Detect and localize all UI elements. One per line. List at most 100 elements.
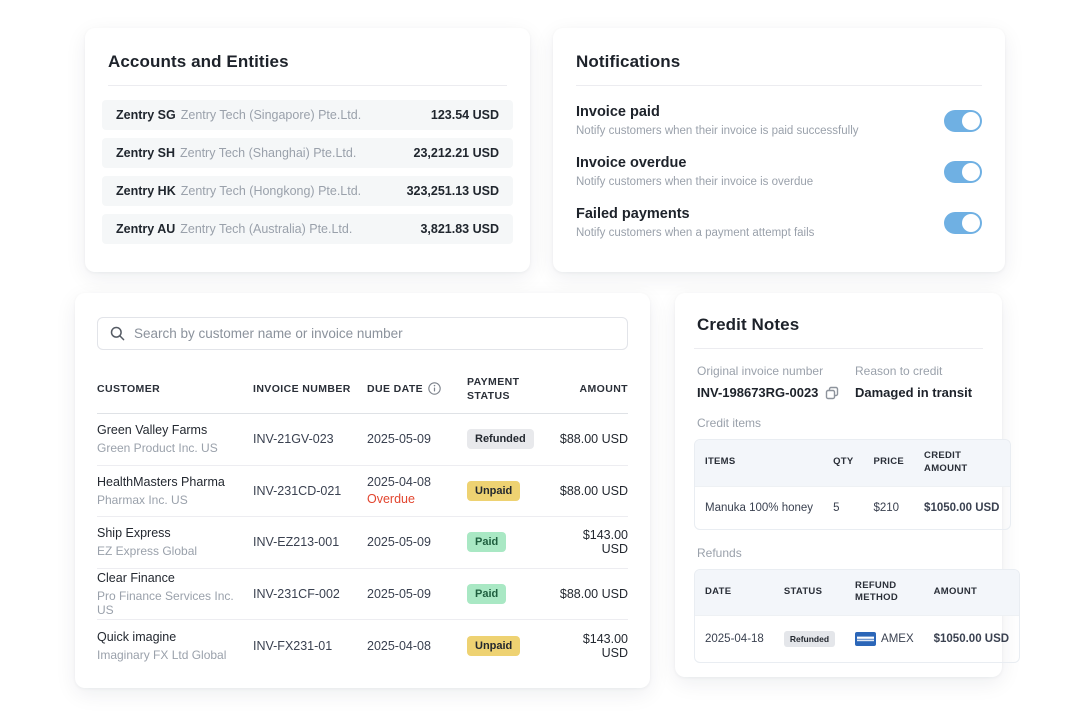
customer-name: Green Valley Farms	[97, 423, 208, 438]
column-price: PRICE	[863, 440, 915, 486]
original-invoice-number: INV-198673RG-0023	[697, 385, 819, 400]
invoice-number: INV-21GV-023	[253, 432, 334, 447]
account-row-zentry-sh[interactable]: Zentry SH Zentry Tech (Shanghai) Pte.Ltd…	[102, 138, 513, 168]
status-cell: Refunded	[467, 429, 559, 450]
toggle-knob	[962, 213, 980, 232]
account-row-zentry-hk[interactable]: Zentry HK Zentry Tech (Hongkong) Pte.Ltd…	[102, 176, 513, 206]
refunds-label: Refunds	[697, 545, 742, 560]
info-icon[interactable]	[428, 382, 441, 396]
failed-payments-toggle[interactable]	[944, 211, 982, 234]
column-customer: CUSTOMER	[97, 382, 161, 395]
customer-name: Ship Express	[97, 526, 171, 541]
customer-company: Pharmax Inc. US	[97, 492, 188, 507]
refund-date: 2025-04-18	[695, 615, 774, 662]
notification-failed-payments: Failed payments Notify customers when a …	[576, 206, 982, 239]
amount-cell: $143.00 USD	[582, 528, 628, 557]
invoices-card: CUSTOMER INVOICE NUMBER DUE DATE PAYMENT…	[75, 293, 650, 688]
account-row-zentry-sg[interactable]: Zentry SG Zentry Tech (Singapore) Pte.Lt…	[102, 100, 513, 130]
toggle-knob	[962, 162, 980, 181]
due-date: 2025-04-08	[367, 475, 431, 490]
account-balance: 123.54 USD	[430, 108, 499, 122]
status-badge: Unpaid	[467, 635, 521, 656]
due-date-cell: 2025-04-08 Overdue	[367, 475, 467, 506]
item-name: Manuka 100% honey	[695, 485, 824, 529]
customer-company: Imaginary FX Ltd Global	[97, 647, 227, 662]
column-due-date: DUE DATE	[367, 382, 467, 396]
refund-status-cell: Refunded	[773, 615, 846, 662]
due-date: 2025-05-09	[367, 432, 431, 447]
credit-notes-title: Credit Notes	[697, 315, 800, 334]
credit-item-row[interactable]: Manuka 100% honey 5 $210 $1050.00 USD	[695, 485, 1010, 529]
customer-company: Green Product Inc. US	[97, 441, 218, 456]
invoice-row[interactable]: Ship Express EZ Express Global INV-EZ213…	[97, 517, 628, 569]
invoice-row[interactable]: HealthMasters Pharma Pharmax Inc. US INV…	[97, 466, 628, 517]
customer-cell: Quick imagine Imaginary FX Ltd Global	[97, 630, 253, 662]
notification-description: Notify customers when a payment attempt …	[576, 227, 815, 239]
column-qty: QTY	[823, 440, 864, 486]
refund-method-cell: AMEX	[845, 615, 924, 662]
notification-description: Notify customers when their invoice is o…	[576, 176, 814, 188]
amount-cell: $88.00 USD	[559, 483, 628, 498]
account-code: Zentry SG	[116, 108, 176, 122]
column-invoice-number: INVOICE NUMBER	[253, 382, 351, 395]
customer-company: Pro Finance Services Inc. US	[97, 588, 234, 617]
amount-cell: $143.00 USD	[582, 631, 628, 660]
status-badge: Refunded	[467, 429, 534, 450]
account-balance: 323,251.13 USD	[406, 184, 499, 198]
customer-cell: Clear Finance Pro Finance Services Inc. …	[97, 571, 253, 617]
invoice-paid-toggle[interactable]	[944, 109, 982, 132]
refund-method-name: AMEX	[881, 633, 914, 646]
invoice-row[interactable]: Clear Finance Pro Finance Services Inc. …	[97, 569, 628, 620]
amex-card-icon	[855, 632, 877, 647]
refunds-table: DATE STATUS REFUND METHOD AMOUNT 2025-04…	[694, 568, 1021, 664]
column-refund-method: REFUND METHOD	[845, 569, 924, 616]
account-code: Zentry HK	[116, 184, 176, 198]
account-name: Zentry Tech (Australia) Pte.Ltd.	[180, 222, 353, 236]
status-cell: Unpaid	[467, 480, 559, 501]
credit-items-label: Credit items	[697, 416, 762, 430]
due-date: 2025-05-09	[367, 535, 431, 550]
account-name: Zentry Tech (Singapore) Pte.Ltd.	[180, 108, 362, 122]
amount-cell: $88.00 USD	[559, 586, 628, 601]
account-row-zentry-au[interactable]: Zentry AU Zentry Tech (Australia) Pte.Lt…	[102, 214, 513, 244]
invoice-table-header: CUSTOMER INVOICE NUMBER DUE DATE PAYMENT…	[97, 374, 628, 414]
due-date: 2025-05-09	[367, 586, 431, 601]
column-credit-amount: CREDIT AMOUNT	[914, 440, 1010, 486]
invoice-row[interactable]: Green Valley Farms Green Product Inc. US…	[97, 414, 628, 466]
invoice-row[interactable]: Quick imagine Imaginary FX Ltd Global IN…	[97, 620, 628, 672]
reason-label: Reason to credit	[855, 364, 943, 378]
item-price: $210	[863, 485, 915, 529]
notification-description: Notify customers when their invoice is p…	[576, 125, 859, 137]
notifications-card: Notifications Invoice paid Notify custom…	[553, 28, 1005, 272]
customer-cell: Ship Express EZ Express Global	[97, 526, 253, 558]
original-invoice-label: Original invoice number	[697, 364, 824, 378]
notification-text: Failed payments Notify customers when a …	[576, 206, 814, 239]
column-status: STATUS	[773, 569, 846, 616]
status-cell: Paid	[467, 583, 559, 604]
search-input[interactable]	[134, 326, 615, 341]
amount-cell: $88.00 USD	[559, 432, 628, 447]
account-name: Zentry Tech (Hongkong) Pte.Ltd.	[180, 184, 362, 198]
divider	[108, 85, 507, 86]
divider	[576, 85, 982, 86]
column-items: ITEMS	[695, 440, 824, 486]
customer-name: Quick imagine	[97, 629, 177, 644]
copy-icon[interactable]	[825, 386, 839, 400]
invoice-search	[97, 317, 628, 350]
column-payment-status: PAYMENT STATUS	[467, 375, 520, 402]
invoice-overdue-toggle[interactable]	[944, 160, 982, 183]
customer-cell: Green Valley Farms Green Product Inc. US	[97, 423, 253, 455]
accounts-card-title: Accounts and Entities	[108, 52, 289, 71]
column-due-date-label: DUE DATE	[367, 382, 424, 395]
notification-title: Invoice overdue	[576, 155, 687, 171]
status-badge: Paid	[467, 532, 507, 553]
account-code: Zentry AU	[116, 222, 176, 236]
customer-company: EZ Express Global	[97, 544, 198, 559]
invoice-number: INV-FX231-01	[253, 638, 333, 653]
credit-items-table: ITEMS QTY PRICE CREDIT AMOUNT Manuka 100…	[694, 439, 1011, 530]
refund-row[interactable]: 2025-04-18 Refunded AMEX $1050.00 USD	[695, 615, 1020, 662]
due-date: 2025-04-08	[367, 638, 431, 653]
notification-text: Invoice paid Notify customers when their…	[576, 104, 859, 137]
account-balance: 3,821.83 USD	[420, 222, 499, 236]
reason-value: Damaged in transit	[855, 385, 973, 400]
